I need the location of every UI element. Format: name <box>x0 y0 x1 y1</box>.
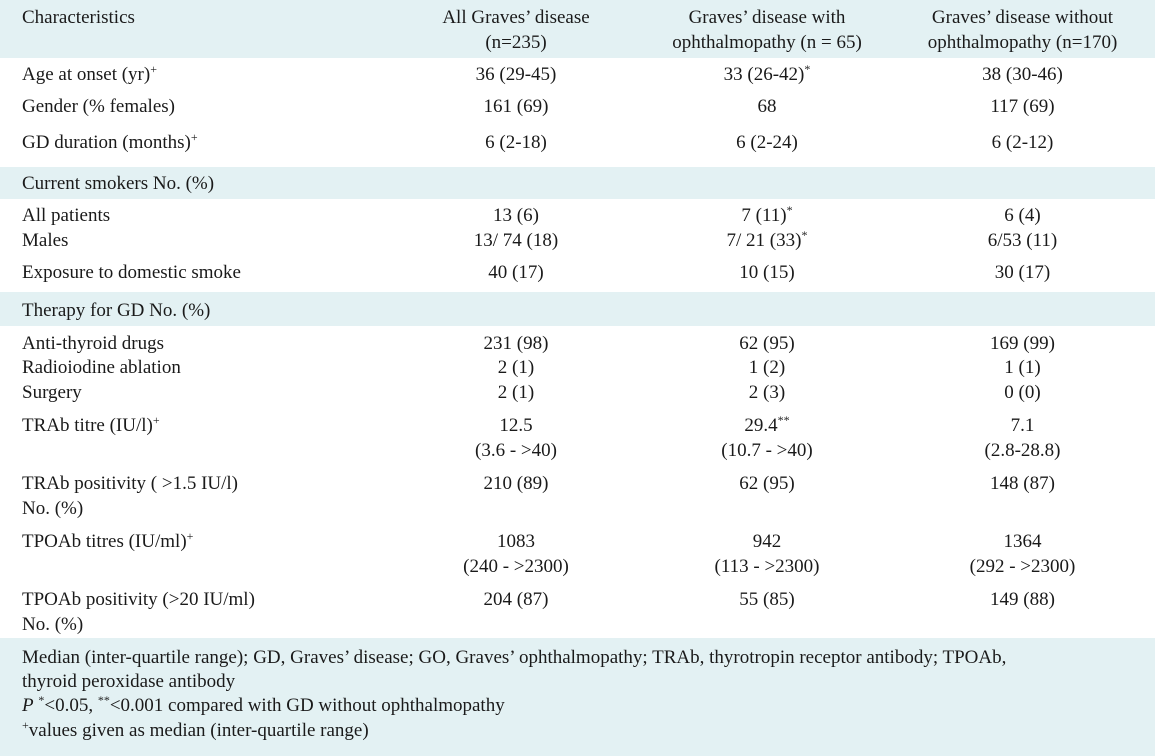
row-label-antithyroid: Anti-thyroid drugs <box>22 333 164 354</box>
cell-trab-pos-all: 210 (89) <box>483 473 549 494</box>
cell-gender-all: 161 (69) <box>483 96 549 117</box>
header-without-go-line2: ophthalmopathy (n=170) <box>927 32 1118 53</box>
cell-trab-titre-with-median: 29.4** <box>744 413 790 436</box>
cell-all-patients-all: 13 (6) <box>493 205 539 226</box>
cell-surgery-with: 2 (3) <box>748 382 786 403</box>
cell-age-all: 36 (29-45) <box>475 64 557 85</box>
footnote-p-sup1: * <box>38 693 45 707</box>
cell-trab-pos-without: 148 (87) <box>990 473 1055 494</box>
cell-tpoab-titre-all-median: 1083 <box>497 531 535 552</box>
cell-radioiodine-all: 2 (1) <box>497 357 535 378</box>
row-label-domestic-smoke: Exposure to domestic smoke <box>22 262 241 283</box>
cell-radioiodine-without: 1 (1) <box>1004 357 1041 378</box>
cell-domestic-all: 40 (17) <box>488 262 544 283</box>
row-label-tpoab-titre: TPOAb titres (IU/ml)+ <box>22 529 194 552</box>
cell-tpoab-titre-all-iqr: (240 - >2300) <box>463 556 569 577</box>
cell-domestic-without: 30 (17) <box>994 262 1051 283</box>
cell-age-without: 38 (30-46) <box>982 64 1063 85</box>
cell-tpoab-titre-with-median: 942 <box>752 531 782 552</box>
cell-surgery-without: 0 (0) <box>1004 382 1041 403</box>
header-characteristics: Characteristics <box>22 7 135 28</box>
cell-all-patients-with: 7 (11)* <box>741 203 793 226</box>
header-band <box>0 0 1155 58</box>
cell-trab-pos-with: 62 (95) <box>739 473 795 494</box>
footnote-p-sup2: ** <box>97 693 110 707</box>
therapy-title-band <box>0 292 1155 326</box>
cell-antithyroid-all: 231 (98) <box>483 333 549 354</box>
row-label-surgery: Surgery <box>22 382 82 403</box>
cell-trab-titre-without-median: 7.1 <box>1010 415 1035 436</box>
section-title-therapy: Therapy for GD No. (%) <box>22 300 211 321</box>
cell-duration-without: 6 (2-12) <box>991 132 1054 153</box>
cell-duration-all: 6 (2-18) <box>485 132 547 153</box>
cell-trab-titre-all-median: 12.5 <box>499 415 533 436</box>
cell-surgery-all: 2 (1) <box>497 382 535 403</box>
cell-trab-titre-all-iqr: (3.6 - >40) <box>475 440 557 461</box>
row-label-trab-positivity-unit: No. (%) <box>22 498 84 519</box>
cell-males-with: 7/ 21 (33)* <box>726 228 808 251</box>
cell-males-all: 13/ 74 (18) <box>473 230 559 251</box>
cell-trab-titre-with-iqr: (10.7 - >40) <box>721 440 813 461</box>
cell-tpoab-pos-with: 55 (85) <box>739 589 795 610</box>
row-label-trab-positivity: TRAb positivity ( >1.5 IU/l) <box>22 473 239 494</box>
row-label-males: Males <box>22 230 69 251</box>
smokers-title-band <box>0 167 1155 199</box>
cell-tpoab-pos-all: 204 (87) <box>483 589 549 610</box>
footnote-p-label: P <box>22 695 34 716</box>
footnote-band <box>0 638 1155 756</box>
footnote-p-values: P *<0.05, **<0.001 compared with GD with… <box>22 693 505 716</box>
cell-all-patients-without: 6 (4) <box>1004 205 1041 226</box>
row-label-all-patients: All patients <box>22 205 111 226</box>
cell-gender-with: 68 <box>757 96 777 117</box>
footnote-abbreviations-line1: Median (inter-quartile range); GD, Grave… <box>22 647 1007 668</box>
header-with-go-line1: Graves’ disease with <box>688 7 846 28</box>
cell-age-with: 33 (26-42)* <box>723 62 811 85</box>
cell-males-without: 6/53 (11) <box>987 230 1058 251</box>
row-label-tpoab-positivity: TPOAb positivity (>20 IU/ml) <box>22 589 255 610</box>
row-label-gender: Gender (% females) <box>22 96 175 117</box>
row-label-age: Age at onset (yr)+ <box>22 62 157 85</box>
cell-antithyroid-with: 62 (95) <box>739 333 795 354</box>
header-all-gd-line2: (n=235) <box>485 32 547 53</box>
cell-tpoab-titre-with-iqr: (113 - >2300) <box>714 556 820 577</box>
row-label-tpoab-positivity-unit: No. (%) <box>22 614 84 635</box>
row-label-duration: GD duration (months)+ <box>22 130 198 153</box>
cell-domestic-with: 10 (15) <box>739 262 795 283</box>
cell-trab-titre-without-iqr: (2.8-28.8) <box>984 440 1061 461</box>
cell-gender-without: 117 (69) <box>990 96 1055 117</box>
header-without-go-line1: Graves’ disease without <box>931 7 1114 28</box>
cell-radioiodine-with: 1 (2) <box>748 357 786 378</box>
header-all-gd-line1: All Graves’ disease <box>442 7 590 28</box>
row-label-radioiodine: Radioiodine ablation <box>22 357 181 378</box>
cell-antithyroid-without: 169 (99) <box>990 333 1055 354</box>
header-with-go-line2: ophthalmopathy (n = 65) <box>672 32 862 53</box>
footnote-abbreviations-line2: thyroid peroxidase antibody <box>22 671 236 692</box>
section-title-smokers: Current smokers No. (%) <box>22 173 215 194</box>
cell-duration-with: 6 (2-24) <box>736 132 798 153</box>
row-label-trab-titre: TRAb titre (IU/l)+ <box>22 413 160 436</box>
cell-tpoab-titre-without-iqr: (292 - >2300) <box>969 556 1076 577</box>
footnote-values-median: +values given as median (inter-quartile … <box>22 718 369 741</box>
cell-tpoab-pos-without: 149 (88) <box>990 589 1055 610</box>
cell-tpoab-titre-without-median: 1364 <box>1003 531 1042 552</box>
